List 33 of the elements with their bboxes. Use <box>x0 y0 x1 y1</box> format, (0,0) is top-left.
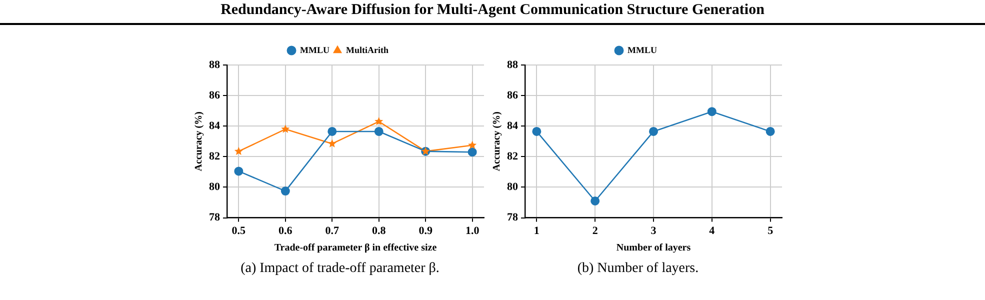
y-tick-label: 80 <box>507 181 518 194</box>
y-axis-title: Accuracy (%) <box>194 112 205 172</box>
text: (a) Impact of trade-off parameter β. <box>240 261 440 277</box>
legend-label: MMLU <box>628 44 658 55</box>
x-tick-label: 1.0 <box>465 225 480 238</box>
y-tick-label: 84 <box>507 120 518 132</box>
x-axis-title: Number of layers <box>616 242 691 254</box>
x-tick-label: 0.6 <box>278 225 293 238</box>
x-tick-label: 3 <box>650 225 657 238</box>
x-tick-label: 2 <box>592 225 598 238</box>
legend-label: MMLU <box>300 44 330 55</box>
y-tick-label: 78 <box>209 212 220 224</box>
x-axis-title: Trade-off parameter β in effective size <box>274 242 438 254</box>
legend-label: MultiArith <box>346 44 388 55</box>
y-tick-label: 88 <box>507 58 518 71</box>
x-tick-label: 5 <box>768 225 774 238</box>
y-tick-label: 78 <box>507 212 518 224</box>
y-tick-label: 86 <box>507 89 518 102</box>
y-tick-label: 84 <box>209 120 220 132</box>
x-tick-label: 0.7 <box>325 225 340 238</box>
y-tick-label: 80 <box>209 181 220 194</box>
x-tick-label: 1 <box>534 225 540 238</box>
y-tick-label: 88 <box>209 58 220 71</box>
text: (b) Number of layers. <box>576 261 700 277</box>
y-tick-label: 86 <box>209 89 220 102</box>
y-tick-label: 82 <box>209 150 220 163</box>
y-axis-title: Accuracy (%) <box>492 112 503 172</box>
y-tick-label: 82 <box>507 150 518 163</box>
text: Redundancy-Aware Diffusion for Multi-Agent Communication Structure Generation <box>220 2 766 19</box>
x-tick-label: 0.9 <box>418 225 433 238</box>
x-tick-label: 0.5 <box>232 225 246 238</box>
x-tick-label: 4 <box>709 225 716 238</box>
x-tick-label: 0.8 <box>372 225 386 238</box>
